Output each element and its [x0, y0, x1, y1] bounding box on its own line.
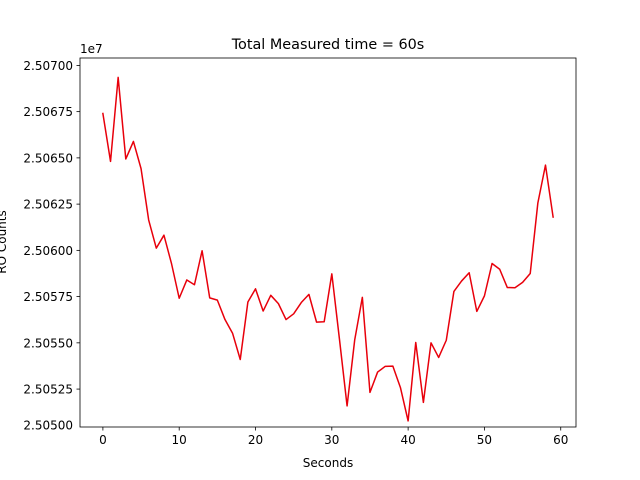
y-tick-label: 2.50525: [23, 383, 73, 397]
y-tick-label: 2.50650: [23, 151, 73, 165]
y-tick-label: 2.50575: [23, 290, 73, 304]
plot-background: [80, 58, 576, 427]
chart-title: Total Measured time = 60s: [231, 37, 425, 53]
x-tick-label: 10: [172, 433, 187, 447]
x-axis-ticks: 0 10 20 30 40 50 60: [99, 427, 568, 447]
series-line-0: [102, 76, 554, 422]
x-tick-label: 60: [553, 433, 568, 447]
y-tick-label: 2.50625: [23, 198, 73, 212]
y-tick-label: 2.50675: [23, 105, 73, 119]
y-tick-label: 2.50700: [23, 59, 73, 73]
y-tick-label: 2.50500: [23, 419, 73, 433]
x-axis-label: Seconds: [303, 456, 353, 470]
x-tick-label: 30: [324, 433, 339, 447]
x-tick-label: 20: [248, 433, 263, 447]
y-tick-label: 2.50550: [23, 336, 73, 350]
y-axis-label: RO Counts: [0, 210, 9, 274]
y-axis-offset-label: 1e7: [80, 42, 103, 56]
y-axis-ticks: 2.50525 2.50550 2.50575 2.50600 2.50625 2.506…: [23, 59, 80, 433]
series-group: [102, 76, 554, 422]
y-tick-label: 2.50600: [23, 244, 73, 258]
plot-frame: [79, 57, 577, 428]
x-tick-label: 50: [477, 433, 492, 447]
x-tick-label: 40: [400, 433, 415, 447]
plot-area: 0 10 20 30 40 50 60 2.50525 2.50550 2.50575 2.506…: [23, 57, 577, 447]
x-tick-label: 0: [99, 433, 107, 447]
